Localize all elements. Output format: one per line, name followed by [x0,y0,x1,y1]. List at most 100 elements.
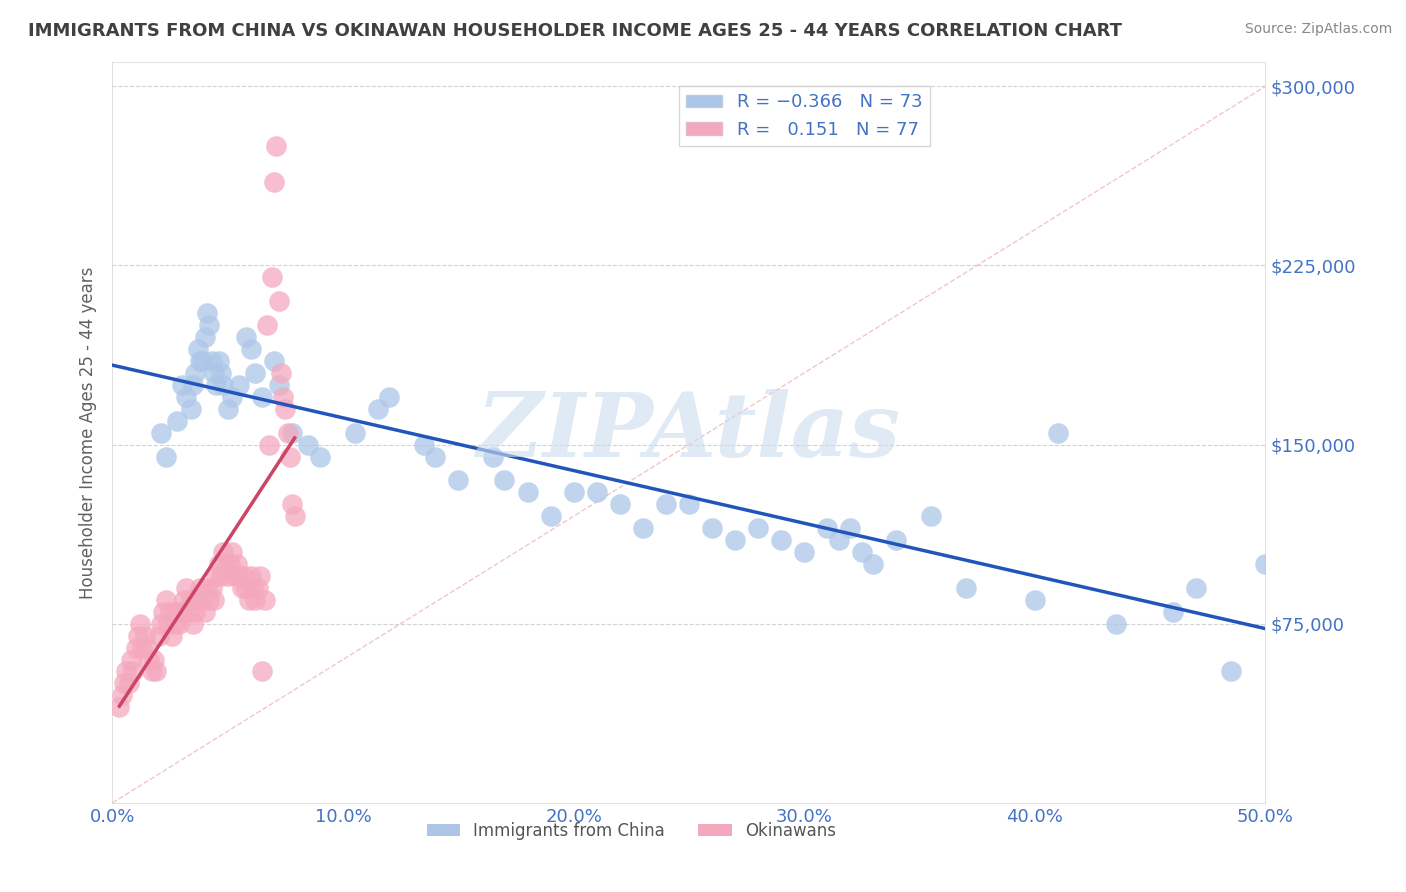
Point [166,605,188,619]
Point [562,485,585,500]
Point [112,676,135,690]
Point [252,665,274,679]
Point [239,569,262,583]
Point [194,330,217,344]
Point [180,401,202,416]
Point [747,521,769,535]
Point [793,545,815,559]
Point [378,390,401,404]
Point [134,629,156,643]
Point [263,354,285,368]
Point [249,569,271,583]
Point [1301,616,1323,631]
Point [180,592,202,607]
Point [120,652,142,666]
Point [263,175,285,189]
Point [212,377,235,392]
Point [1369,629,1392,643]
Point [256,318,278,333]
Point [540,509,562,524]
Point [367,401,389,416]
Point [815,521,838,535]
Point [209,569,232,583]
Point [181,616,204,631]
Point [205,377,228,392]
Point [228,569,250,583]
Point [1185,581,1208,595]
Point [148,629,170,643]
Point [201,581,224,595]
Point [724,533,747,547]
Point [228,377,250,392]
Point [174,581,197,595]
Point [145,665,167,679]
Point [920,509,942,524]
Point [242,581,264,595]
Point [143,652,166,666]
Point [678,497,700,511]
Point [209,366,232,380]
Point [166,414,188,428]
Point [212,545,235,559]
Point [155,450,177,464]
Point [122,665,145,679]
Point [238,592,260,607]
Point [184,366,207,380]
Point [117,676,139,690]
Point [191,592,214,607]
Point [205,569,228,583]
Point [195,306,218,320]
Point [111,689,134,703]
Point [259,437,281,451]
Point [217,401,239,416]
Point [202,366,225,380]
Point [631,521,654,535]
Point [194,605,217,619]
Point [187,592,209,607]
Point [141,665,163,679]
Point [156,616,179,631]
Point [162,629,184,643]
Point [207,354,229,368]
Point [214,557,236,571]
Point [207,557,229,571]
Point [297,437,319,451]
Point [1104,616,1126,631]
Point [245,592,267,607]
Point [839,521,862,535]
Point [609,497,631,511]
Point [425,450,447,464]
Point [447,474,470,488]
Point [127,629,149,643]
Point [232,569,254,583]
Point [343,425,366,440]
Y-axis label: Householder Income Ages 25 - 44 years: Householder Income Ages 25 - 44 years [79,267,97,599]
Point [115,665,138,679]
Point [828,533,851,547]
Point [274,401,297,416]
Point [700,521,723,535]
Point [1219,665,1241,679]
Point [235,581,257,595]
Point [1277,592,1299,607]
Point [851,545,873,559]
Point [202,592,225,607]
Point [124,640,146,655]
Point [278,450,301,464]
Point [412,437,434,451]
Point [1347,652,1369,666]
Point [655,497,678,511]
Point [155,592,177,607]
Point [770,533,793,547]
Point [1046,425,1069,440]
Point [955,581,977,595]
Point [886,533,908,547]
Text: Source: ZipAtlas.com: Source: ZipAtlas.com [1244,22,1392,37]
Point [516,485,538,500]
Point [138,652,160,666]
Point [231,581,253,595]
Point [129,616,152,631]
Point [217,569,239,583]
Point [163,616,186,631]
Point [260,270,283,285]
